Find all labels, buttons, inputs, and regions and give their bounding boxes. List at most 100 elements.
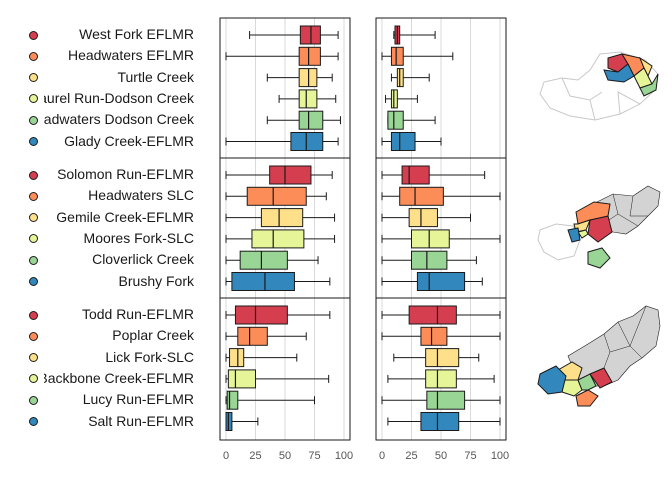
box-solomon-run-eflmr [225,165,333,185]
map-sub-1 [561,77,641,121]
category-label: Lick Fork-SLC [105,348,194,365]
category-label: Todd Run-EFLMR [81,306,194,322]
map-context-area [567,305,661,387]
legend-dot [29,115,38,125]
map-basin-moores [577,229,589,239]
group-frame [375,297,507,441]
box-headwaters-eflmr [381,46,454,66]
box-solomon-run-eflmr [381,165,486,185]
legend-dot [29,374,38,384]
box-lick-fork-slc [393,348,480,368]
box-iqr [298,46,321,66]
box-iqr [420,326,448,346]
category-label: Turtle Creek [117,68,194,85]
box-lick-fork-slc [225,348,298,368]
legend-dot [29,255,38,265]
legend-dot [29,277,38,286]
box-iqr [227,369,256,389]
category-label: Lucy Run-EFLMR [82,391,194,408]
box-turtle-creek [266,68,333,88]
x-tick-label: 25 [405,450,418,462]
legend-dot [29,395,38,405]
x-tick-label: 75 [464,450,477,462]
box-poplar-creek [381,326,501,346]
map-basin-cloverlick [587,247,611,269]
map-basin-salt [537,365,567,395]
panel-left [219,17,351,441]
box-headwaters-slc [381,186,501,206]
box-cloverlick-creek [225,250,319,270]
box-iqr [237,326,268,346]
box-iqr [420,412,460,431]
legend-dot [29,30,38,40]
map-basin-glady [603,63,635,83]
legend-dot [29,417,38,426]
group-frame [219,297,351,441]
category-label: Brushy Fork [118,272,194,289]
x-tick-label: 0 [222,450,230,462]
box-west-fork-eflmr [393,25,436,45]
legend-dot [29,170,38,180]
category-label: Gemile Creek-EFLMR [56,208,194,225]
category-label: Cloverlick Creek [92,251,194,268]
box-lucy-run-eflmr [381,390,501,410]
legend-dot [29,353,38,363]
box-brushy-fork [381,272,483,291]
legend-dot [29,191,38,201]
box-iqr [408,305,457,325]
legend-dot [29,234,38,244]
map-basin-todd [589,367,613,389]
legend-dot [29,51,38,61]
panel-right [375,17,507,441]
category-label: West Fork EFLMR [79,26,194,42]
box-glady-creek-eflmr [381,132,442,151]
map-context-grid [603,305,647,369]
x-tick-label: 50 [434,450,448,462]
legend-dot [29,213,38,223]
box-iqr [408,208,438,228]
x-tick-label: 100 [334,450,354,462]
box-west-fork-eflmr [249,25,339,45]
box-iqr [401,165,430,185]
box-todd-run-eflmr [225,305,331,325]
box-iqr [426,390,466,410]
x-tick-label: 50 [278,450,292,462]
category-label: Laurel Run-Dodson Creek [44,89,194,106]
box-gemile-creek-eflmr [225,208,336,228]
category-label: Headwaters Dodson Creek [44,111,194,128]
watershed-maps [537,51,661,407]
box-iqr [234,305,288,325]
x-tick-label: 0 [378,450,386,462]
map-basin-dodson [639,73,659,97]
box-panels [219,17,507,441]
box-laurel-run-dodson-creek [278,89,337,109]
box-headwaters-dodson-creek [387,110,436,130]
box-iqr [425,348,460,368]
box-iqr [246,186,307,206]
category-label: Salt Run-EFLMR [88,412,194,429]
box-iqr [251,229,305,249]
map-basin-laurel [633,67,653,89]
box-iqr [231,272,295,291]
box-iqr [260,208,304,228]
x-tick-label: 25 [249,450,262,462]
box-moores-fork-slc [381,229,501,249]
box-gemile-creek-eflmr [381,208,471,228]
box-iqr [411,229,450,249]
x-tick-label: 100 [490,450,510,462]
box-backbone-creek-eflmr [225,369,330,389]
legend-dot [29,137,38,146]
box-iqr [229,348,245,368]
box-backbone-creek-eflmr [387,369,495,389]
map-basin-poplar [575,389,599,407]
box-iqr [411,250,448,270]
watershed-map-group-1 [539,51,659,121]
category-label: Moores Fork-SLC [83,229,194,246]
box-laurel-run-dodson-creek [385,89,418,109]
box-iqr [387,110,404,130]
box-moores-fork-slc [225,229,336,249]
box-iqr [298,110,324,130]
box-salt-run-eflmr [225,412,259,431]
legend-dot [29,94,38,104]
